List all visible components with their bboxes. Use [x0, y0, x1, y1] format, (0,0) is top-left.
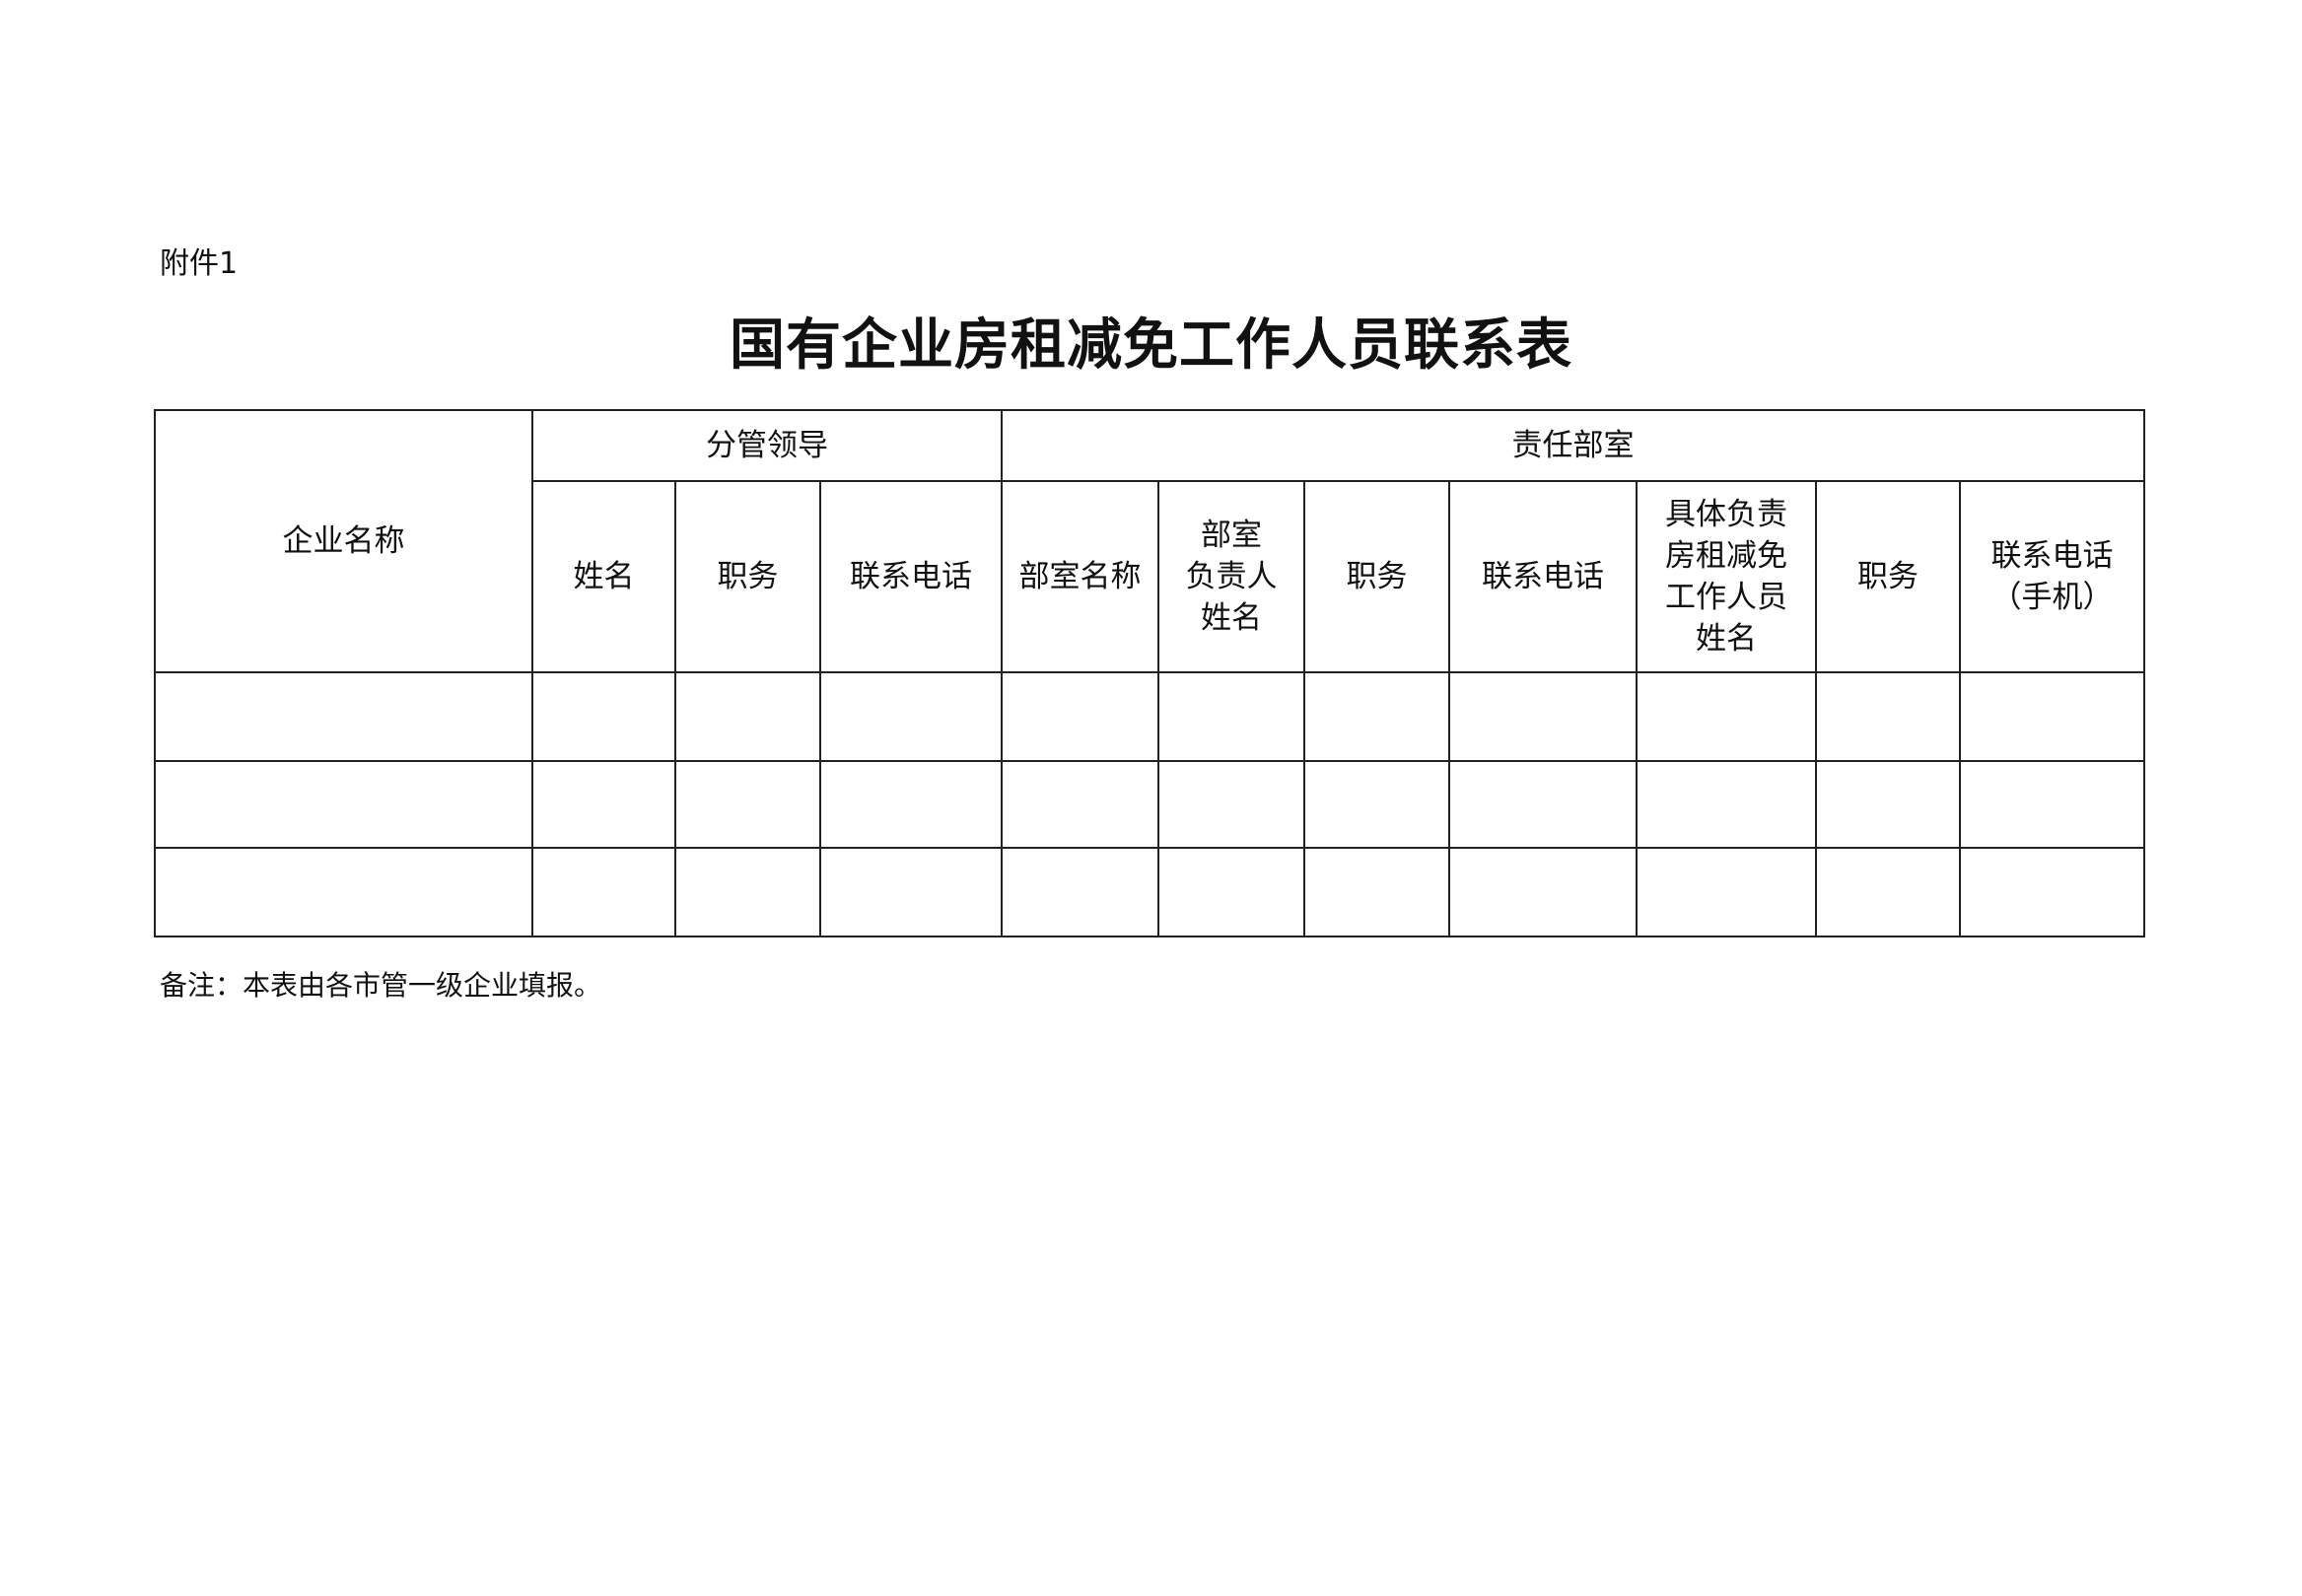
column-header-line: （手机）: [1990, 580, 2114, 615]
table-cell[interactable]: [819, 760, 1003, 849]
table-cell[interactable]: [674, 847, 821, 937]
column-header-line: 姓名: [573, 559, 635, 594]
table-cell[interactable]: [1001, 760, 1159, 849]
table-cell[interactable]: [1448, 671, 1638, 762]
column-header-line: 房租减免: [1665, 538, 1787, 574]
table-cell[interactable]: [1636, 760, 1817, 849]
table-cell[interactable]: [1815, 671, 1961, 762]
column-header: 具体负责房租减免工作人员姓名: [1636, 480, 1817, 673]
table-cell[interactable]: [1303, 671, 1450, 762]
column-header-line: 职务: [1346, 559, 1408, 594]
table-cell[interactable]: [1157, 847, 1305, 937]
column-header-line: 姓名: [1201, 600, 1262, 636]
column-header-line: 部室: [1201, 518, 1262, 553]
table-cell[interactable]: [1636, 847, 1817, 937]
table-cell[interactable]: [1157, 671, 1305, 762]
table-cell[interactable]: [1303, 760, 1450, 849]
column-header-line: 职务: [1857, 559, 1918, 594]
table-cell[interactable]: [1815, 847, 1961, 937]
column-header: 姓名: [531, 480, 676, 673]
page-title: 国有企业房租减免工作人员联系表: [730, 312, 1572, 378]
column-header-line: 具体负责: [1665, 497, 1787, 532]
footnote: 备注：本表由各市管一级企业填报。: [160, 969, 602, 1002]
attachment-label: 附件1: [160, 246, 239, 281]
column-header-line: 联系电话: [1990, 538, 2114, 574]
table-cell[interactable]: [1448, 760, 1638, 849]
table-cell[interactable]: [1157, 760, 1305, 849]
header-company-name: 企业名称: [154, 409, 533, 673]
column-header: 联系电话: [1448, 480, 1638, 673]
table-cell[interactable]: [154, 847, 533, 937]
header-group-leader: 分管领导: [531, 409, 1003, 482]
table-cell[interactable]: [674, 760, 821, 849]
table-row: [154, 760, 2145, 849]
table-row: [154, 847, 2145, 937]
column-header-line: 联系电话: [850, 559, 972, 594]
table-cell[interactable]: [1815, 760, 1961, 849]
column-header: 联系电话: [819, 480, 1003, 673]
table-cell[interactable]: [1001, 847, 1159, 937]
column-header-line: 部室名称: [1018, 559, 1142, 594]
column-header-line: 工作人员: [1665, 580, 1787, 615]
column-header: 部室名称: [1001, 480, 1159, 673]
column-header: 部室 负责人 姓名: [1157, 480, 1305, 673]
table-cell[interactable]: [1636, 671, 1817, 762]
contact-table: 企业名称 分管领导 责任部室 姓名 职务 联系电话 部室名称 部室 负责人 姓名 职务 联系电话…: [154, 409, 2145, 937]
column-header-line: 姓名: [1696, 621, 1757, 657]
column-header: 职务: [1815, 480, 1961, 673]
column-header: 联系电话 （手机）: [1959, 480, 2145, 673]
table-cell[interactable]: [1001, 671, 1159, 762]
table-cell[interactable]: [531, 671, 676, 762]
table-cell[interactable]: [1303, 847, 1450, 937]
table-cell[interactable]: [819, 671, 1003, 762]
subheader-row: 姓名 职务 联系电话 部室名称 部室 负责人 姓名 职务 联系电话 具体负责 房租减免 工作人员 姓名职…: [155, 480, 2145, 673]
column-header: 职务: [1303, 480, 1450, 673]
table-cell[interactable]: [1959, 847, 2145, 937]
column-header-line: 职务: [717, 559, 779, 594]
table-cell[interactable]: [1959, 671, 2145, 762]
table-cell[interactable]: [154, 671, 533, 762]
table-cell[interactable]: [154, 760, 533, 849]
table-cell[interactable]: [531, 760, 676, 849]
table-cell[interactable]: [674, 671, 821, 762]
table-cell[interactable]: [531, 847, 676, 937]
table-cell[interactable]: [1959, 760, 2145, 849]
table-cell[interactable]: [819, 847, 1003, 937]
column-header-line: 联系电话: [1482, 559, 1604, 594]
header-group-department: 责任部室: [1001, 409, 2145, 482]
table-row: [154, 671, 2145, 762]
table-cell[interactable]: [1448, 847, 1638, 937]
column-header-line: 负责人: [1185, 559, 1278, 594]
column-header: 职务: [674, 480, 821, 673]
